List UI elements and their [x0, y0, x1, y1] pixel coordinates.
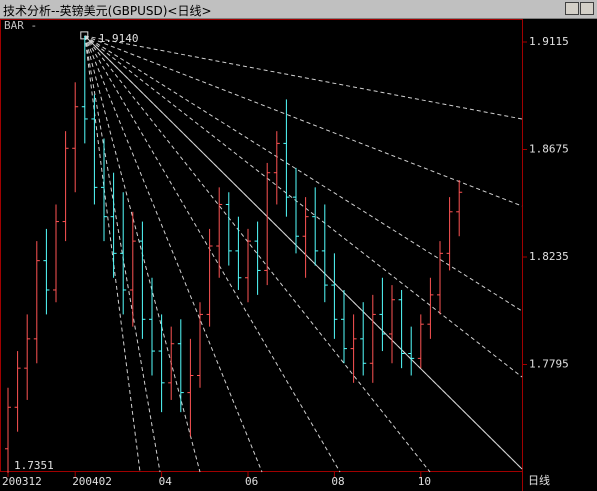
chart: BAR - 日线 1.7795 1.8235 1.8675 1.9115 200312 2… — [0, 19, 569, 491]
x-tick-label: 200402 — [72, 475, 112, 488]
fan-line — [84, 35, 161, 473]
fan-line — [84, 35, 523, 312]
y-tick-label: 1.9115 — [529, 35, 569, 48]
x-tick-label: 06 — [245, 475, 258, 488]
max-label: 1.9140 — [99, 32, 139, 45]
fan-line — [84, 35, 523, 378]
title-bar: 技术分析--英镑美元(GBPUSD)<日线> — [0, 0, 597, 19]
fan-line — [84, 35, 263, 473]
prev-button[interactable] — [565, 2, 579, 15]
fan-line — [84, 35, 141, 473]
y-tick-label: 1.7795 — [529, 357, 569, 370]
gann-fan — [84, 35, 523, 473]
indicator-label: BAR - — [4, 19, 37, 32]
plot-frame — [0, 19, 523, 472]
next-button[interactable] — [580, 2, 594, 15]
window-title: 技术分析--英镑美元(GBPUSD)<日线> — [3, 4, 212, 18]
x-tick-label: 200312 — [2, 475, 42, 488]
min-label: 1.7351 — [14, 459, 54, 472]
fan-line — [84, 35, 523, 207]
x-tick-label: 10 — [418, 475, 431, 488]
period-label: 日线 — [528, 473, 550, 487]
fan-main-line — [84, 35, 523, 470]
y-tick-label: 1.8675 — [529, 142, 569, 155]
x-tick-label: 08 — [331, 475, 344, 488]
x-tick-label: 04 — [159, 475, 173, 488]
y-tick-label: 1.8235 — [529, 250, 569, 263]
fan-line — [84, 35, 341, 473]
fan-line — [84, 35, 431, 473]
